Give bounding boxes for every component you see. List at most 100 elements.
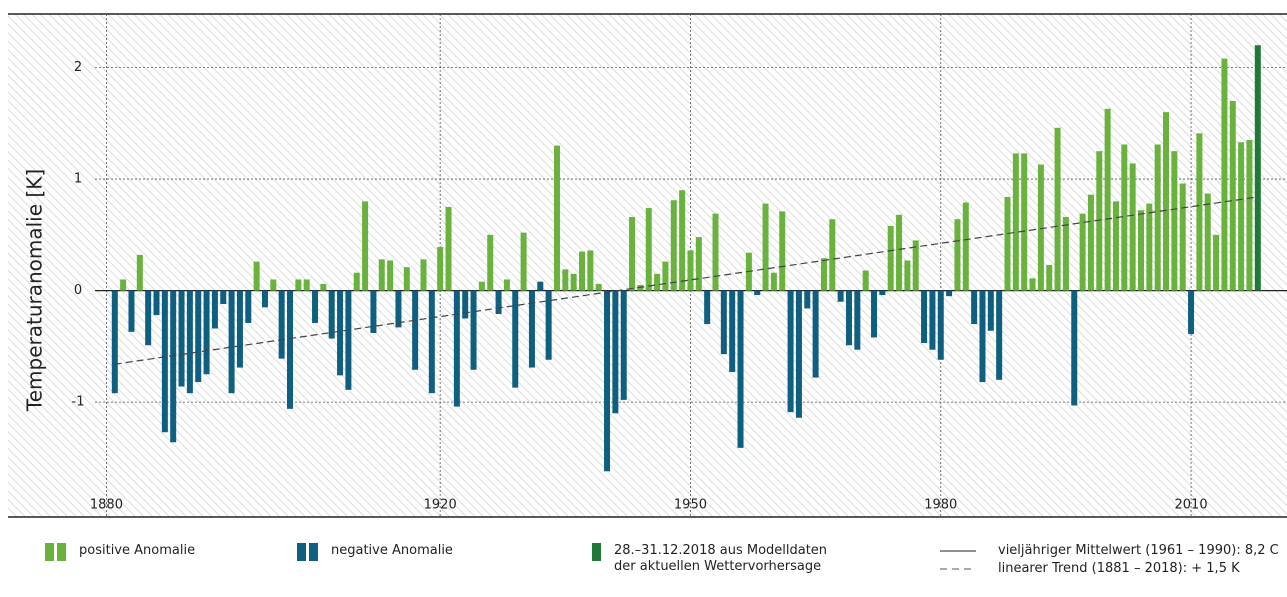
legend-item: linearer Trend (1881 – 2018): + 1,5 K bbox=[940, 561, 1240, 577]
bar bbox=[312, 290, 319, 323]
bar bbox=[286, 290, 293, 409]
bar bbox=[378, 259, 385, 291]
bar bbox=[629, 216, 636, 291]
bar bbox=[770, 272, 777, 291]
bar bbox=[1112, 201, 1119, 291]
bar bbox=[1246, 140, 1253, 291]
bar bbox=[595, 283, 602, 291]
bar bbox=[553, 145, 560, 291]
bar bbox=[754, 290, 761, 296]
legend-label: negative Anomalie bbox=[331, 543, 453, 558]
bar bbox=[303, 279, 310, 291]
bar bbox=[203, 290, 210, 375]
bar bbox=[186, 290, 193, 394]
bar bbox=[570, 273, 577, 291]
bar bbox=[1154, 144, 1161, 291]
bar bbox=[579, 251, 586, 291]
bar bbox=[1021, 153, 1028, 291]
bar bbox=[612, 290, 619, 414]
bar bbox=[662, 261, 669, 291]
bar bbox=[211, 290, 218, 329]
bar bbox=[820, 258, 827, 291]
bar bbox=[1213, 234, 1220, 291]
bar bbox=[1012, 153, 1019, 291]
bar bbox=[520, 232, 527, 291]
bar bbox=[1238, 142, 1245, 291]
y-tick-label: 0 bbox=[74, 283, 82, 298]
bar bbox=[1229, 100, 1236, 291]
bar bbox=[420, 259, 427, 291]
bar bbox=[829, 219, 836, 291]
bar bbox=[1163, 112, 1170, 291]
bar bbox=[428, 290, 435, 394]
bar bbox=[161, 290, 168, 433]
bar bbox=[437, 247, 444, 291]
bar bbox=[1054, 127, 1061, 291]
bar bbox=[954, 219, 961, 291]
y-tick-label: 2 bbox=[74, 60, 82, 75]
bar bbox=[1096, 151, 1103, 291]
bar bbox=[295, 279, 302, 291]
bar bbox=[261, 290, 268, 308]
bar bbox=[1062, 216, 1069, 291]
y-tick-label: 1 bbox=[74, 172, 82, 187]
x-tick-label: 1920 bbox=[424, 498, 457, 513]
legend-label: positive Anomalie bbox=[79, 543, 196, 558]
bar bbox=[178, 290, 185, 387]
bar bbox=[1121, 144, 1128, 291]
legend-item: negative Anomalie bbox=[297, 543, 453, 561]
legend-label: 28.–31.12.2018 aus Modelldaten der aktue… bbox=[614, 543, 828, 574]
legend-swatch bbox=[309, 543, 318, 561]
bar bbox=[912, 240, 919, 291]
bar bbox=[320, 283, 327, 291]
bar bbox=[362, 201, 369, 291]
bar bbox=[453, 290, 460, 407]
bar bbox=[845, 290, 852, 346]
bar bbox=[270, 279, 277, 291]
bar bbox=[762, 203, 769, 291]
bar bbox=[729, 290, 736, 373]
bar bbox=[1196, 133, 1203, 291]
bar bbox=[937, 290, 944, 360]
x-tick-label: 2010 bbox=[1175, 498, 1208, 513]
bar bbox=[695, 237, 702, 291]
bar bbox=[946, 290, 953, 297]
bar bbox=[862, 270, 869, 291]
bar bbox=[620, 290, 627, 400]
bar bbox=[1104, 108, 1111, 291]
trend-line bbox=[114, 196, 1258, 365]
legend-swatch bbox=[297, 543, 306, 561]
bar bbox=[128, 290, 135, 332]
bar bbox=[795, 290, 802, 418]
bar bbox=[921, 290, 928, 344]
bar bbox=[720, 290, 727, 355]
bar bbox=[562, 269, 569, 291]
bar bbox=[545, 290, 552, 360]
bar bbox=[445, 206, 452, 291]
bar bbox=[904, 260, 911, 291]
bar bbox=[929, 290, 936, 350]
bar bbox=[1221, 58, 1228, 291]
bar bbox=[962, 202, 969, 291]
bar bbox=[979, 290, 986, 383]
bar bbox=[587, 250, 594, 291]
bar bbox=[996, 290, 1003, 380]
bar bbox=[871, 290, 878, 338]
bar bbox=[837, 290, 844, 302]
bar bbox=[1204, 193, 1211, 291]
bar bbox=[1079, 213, 1086, 291]
legend-line bbox=[940, 550, 976, 552]
bar bbox=[679, 190, 686, 291]
bar bbox=[1071, 290, 1078, 406]
bar bbox=[236, 290, 243, 368]
bar bbox=[854, 290, 861, 350]
legend-line bbox=[940, 568, 976, 570]
bar bbox=[812, 290, 819, 378]
bar bbox=[737, 290, 744, 448]
bar bbox=[537, 281, 544, 291]
bar bbox=[1004, 196, 1011, 291]
bar bbox=[136, 254, 143, 291]
bar bbox=[879, 290, 886, 296]
bar bbox=[353, 272, 360, 291]
bar bbox=[278, 290, 285, 359]
